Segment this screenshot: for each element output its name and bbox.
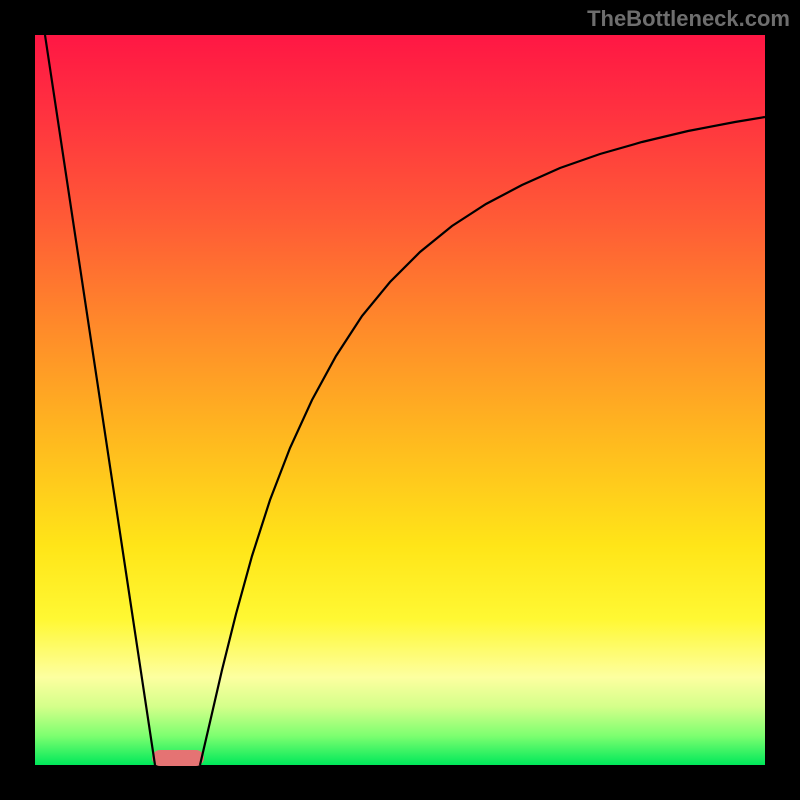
chart-svg bbox=[0, 0, 800, 800]
watermark-text: TheBottleneck.com bbox=[587, 6, 790, 32]
minimum-marker bbox=[152, 750, 204, 766]
plot-background bbox=[35, 35, 765, 765]
bottleneck-chart: TheBottleneck.com bbox=[0, 0, 800, 800]
